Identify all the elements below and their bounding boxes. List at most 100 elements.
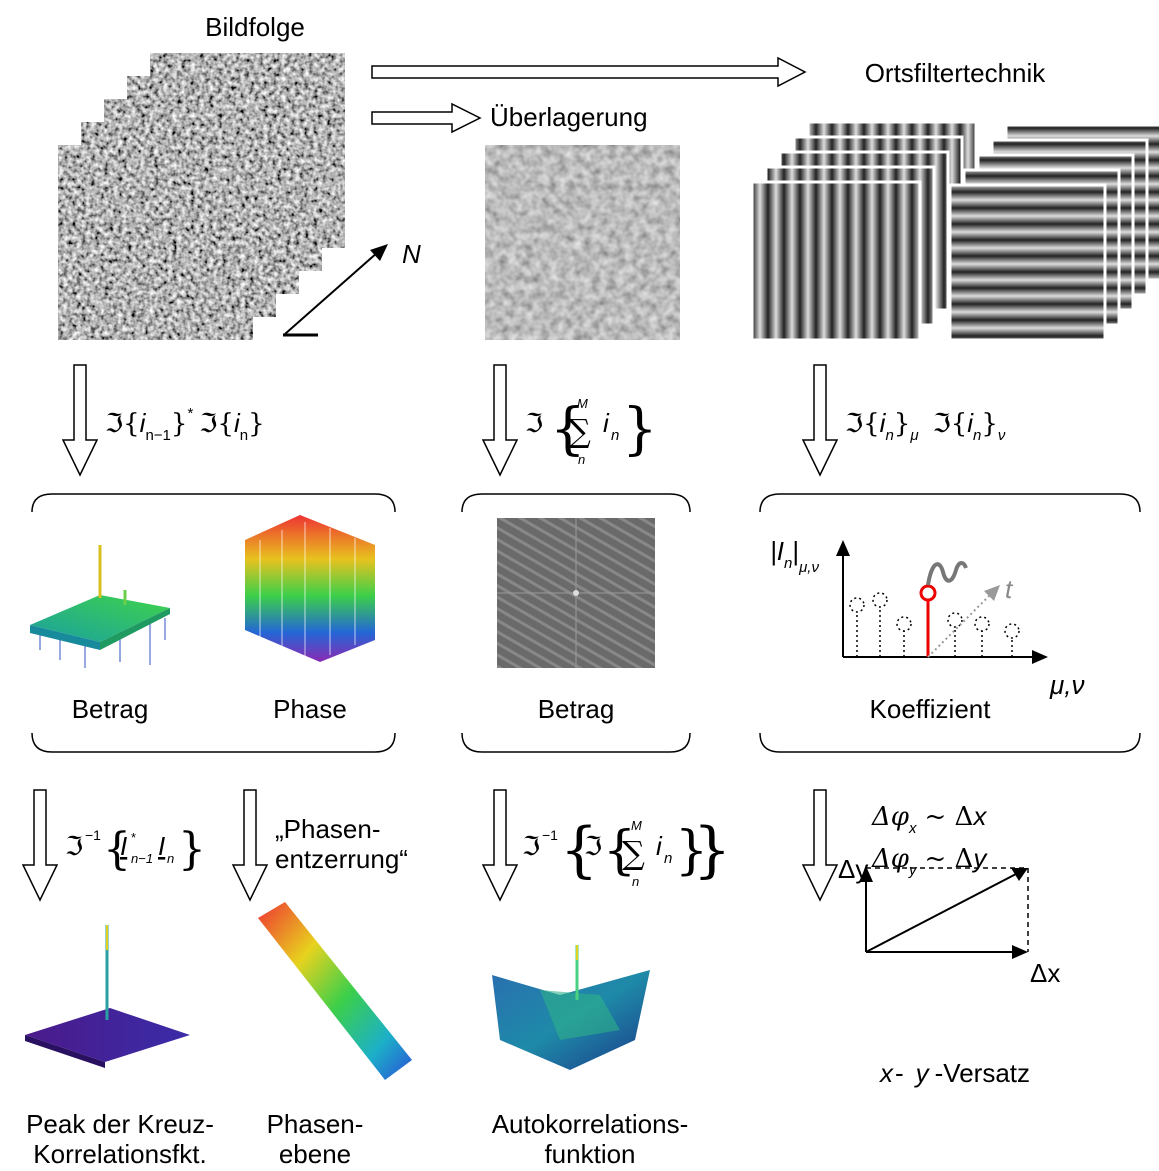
symbol: }	[248, 409, 265, 439]
output-label: x-y-Versatz	[878, 1058, 1030, 1088]
axis-label: μ,ν	[1049, 670, 1084, 700]
formula: M	[631, 818, 642, 833]
spatial-filter-label: Ortsfiltertechnik	[865, 58, 1047, 88]
subscript: n	[885, 427, 893, 444]
symbol: -	[895, 1058, 904, 1088]
coefficient-plot	[836, 540, 1048, 664]
stripe-frame	[950, 185, 1105, 340]
phase-plot	[245, 515, 375, 662]
brace	[462, 494, 690, 512]
formula: −1	[542, 827, 558, 843]
output-label: ebene	[279, 1139, 351, 1169]
phase-correction: entzerrung“	[275, 844, 408, 874]
formula: ℑ{in−1}*ℑ{in}	[105, 405, 265, 444]
formula: n	[632, 874, 639, 889]
formula: i	[603, 408, 610, 438]
subscript: ν	[998, 427, 1006, 444]
output-label: funktion	[544, 1139, 635, 1169]
subscript: x	[908, 820, 917, 837]
phase-plane-plot	[258, 902, 412, 1080]
formula: n−1	[131, 851, 153, 866]
symbol: x	[878, 1058, 894, 1088]
symbol: }	[981, 409, 998, 439]
brace	[760, 733, 1140, 752]
symbol: Δφ	[871, 844, 910, 874]
sequence-label: Bildfolge	[205, 12, 305, 42]
filtered-images	[752, 122, 1159, 340]
formula: I	[120, 831, 127, 861]
arrow	[233, 790, 267, 900]
formula: ∑	[568, 412, 591, 450]
formula: }	[693, 815, 731, 885]
result-label: Phase	[273, 694, 347, 724]
formula: I	[158, 831, 165, 861]
symbol: ℑ{	[199, 409, 234, 439]
autocorrelation-plot	[492, 945, 650, 1070]
result-label: Betrag	[538, 694, 615, 724]
formula: ∑	[622, 834, 645, 872]
result-label: Betrag	[72, 694, 149, 724]
stripe-frame	[752, 182, 920, 340]
subscript: n	[973, 427, 981, 444]
magnitude-plot	[30, 545, 170, 668]
phase-correction: „Phasen-	[275, 814, 381, 844]
brace	[32, 733, 395, 752]
arrow	[63, 365, 97, 475]
formula: ℑ	[65, 832, 83, 862]
symbol: ~ Δ	[924, 802, 973, 832]
subscript: n	[240, 427, 248, 444]
symbol: }	[894, 409, 911, 439]
arrow	[372, 58, 805, 86]
formula: ℑ	[522, 832, 540, 862]
arrow	[23, 790, 57, 900]
arrow	[483, 365, 517, 475]
output-label: Peak der Kreuz-	[26, 1109, 214, 1139]
output-label: Korrelationsfkt.	[33, 1139, 206, 1169]
formula: i	[656, 831, 663, 861]
symbol: ℑ{	[933, 409, 968, 439]
arrow	[483, 790, 517, 900]
image-stack	[58, 53, 345, 340]
symbol: Δφ	[871, 802, 910, 832]
formula: ℑ	[584, 832, 602, 862]
arrow	[803, 790, 837, 900]
formula: ℑ	[525, 409, 543, 439]
symbol: ℑ{	[105, 409, 140, 439]
magnitude-image	[497, 518, 655, 668]
brace	[32, 494, 395, 512]
diagram: Bildfolge Ortsfiltertechnik Überlagerung…	[0, 0, 1159, 1171]
formula: Δφy~ Δy	[871, 843, 988, 879]
subscript: μ	[909, 427, 918, 444]
subscript: n	[784, 555, 792, 572]
arrow	[803, 365, 837, 475]
superscript: *	[187, 405, 193, 422]
cross-correlation-plot	[25, 925, 190, 1068]
result-label: Koeffizient	[870, 694, 992, 724]
brace	[760, 494, 1140, 512]
formula: n	[578, 452, 585, 467]
vector-label: Δx	[1030, 958, 1060, 988]
output-label: Autokorrelations-	[492, 1109, 689, 1139]
symbol: |I	[770, 536, 784, 566]
symbol: ~ Δ	[924, 844, 973, 874]
symbol: -Versatz	[935, 1058, 1030, 1088]
axis-label: t	[1005, 574, 1014, 604]
symbol: x	[971, 801, 987, 831]
vector-label: Δy	[838, 854, 868, 884]
formula: n	[167, 851, 174, 866]
arrow	[372, 104, 480, 132]
subscript: y	[908, 862, 918, 879]
symbol: |	[792, 536, 799, 566]
axis-label: |In|μ,ν	[770, 536, 819, 576]
overlay-image	[485, 145, 680, 340]
symbol: ℑ{	[845, 409, 880, 439]
subscript: μ,ν	[798, 559, 819, 576]
formula: }	[622, 397, 658, 462]
formula: n	[664, 850, 672, 867]
formula: *	[131, 830, 136, 845]
formula: −1	[85, 827, 101, 843]
symbol: y	[914, 1058, 931, 1088]
formula: n	[611, 427, 619, 444]
axis-n-label: N	[402, 239, 421, 269]
